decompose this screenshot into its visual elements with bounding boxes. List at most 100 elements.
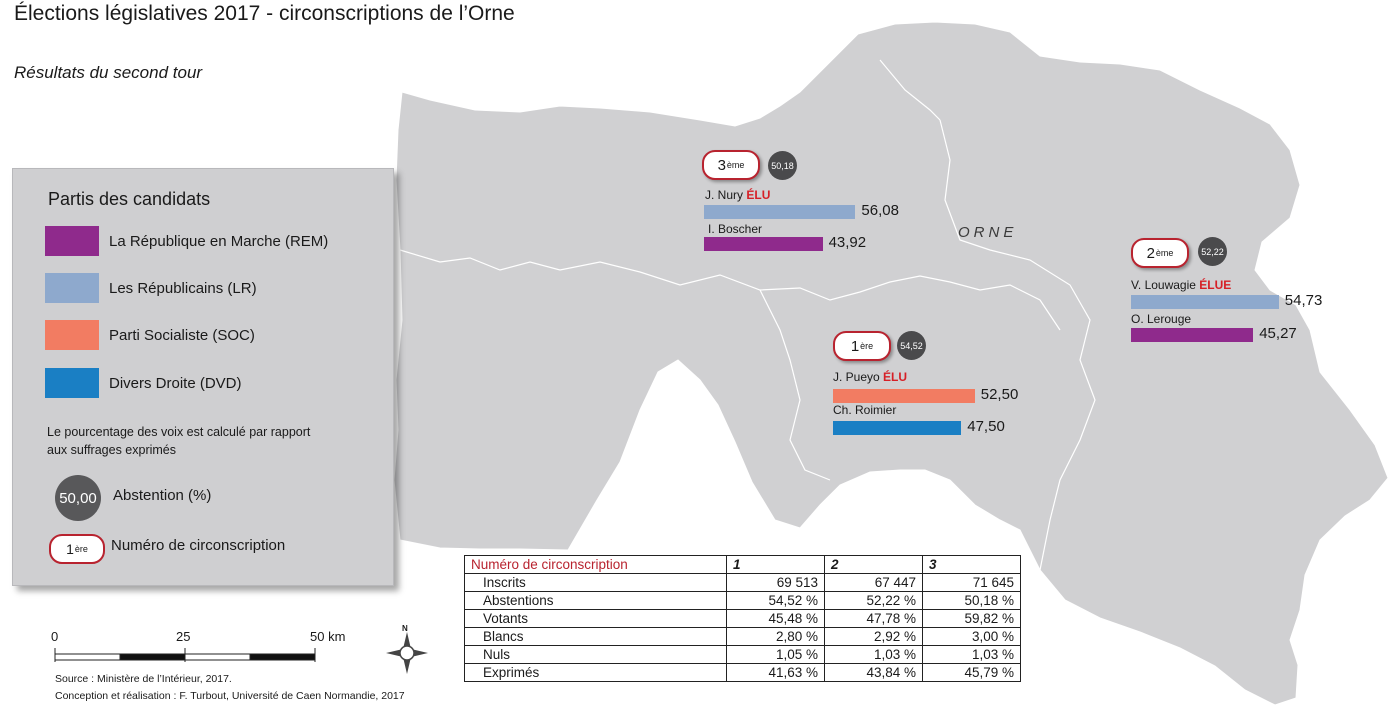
candidate-name: J. Pueyo ÉLU: [833, 370, 907, 384]
legend-label: Divers Droite (DVD): [109, 374, 242, 392]
vote-percentage: 54,73: [1284, 292, 1323, 309]
table-cell: 1,03 %: [824, 645, 923, 664]
table-row-label: Votants: [464, 609, 727, 628]
table-cell: 52,22 %: [824, 591, 923, 610]
badge-number: 2: [1146, 244, 1155, 262]
badge-number: 1: [66, 541, 74, 557]
compass-rose-icon: [386, 632, 428, 674]
table-header-label: Numéro de circonscription: [464, 555, 727, 574]
table-cell: 41,63 %: [726, 663, 825, 682]
scale-tick-label: 25: [176, 629, 191, 644]
map-subtitle: Résultats du second tour: [14, 63, 203, 82]
vote-bar: [833, 389, 975, 403]
vote-bar: [833, 421, 962, 435]
legend-note-line: aux suffrages exprimés: [47, 443, 176, 457]
legend-abstention-circle: 50,00: [55, 475, 101, 521]
scale-tick-label: 50 km: [310, 629, 346, 644]
table-row: Nuls 1,05 % 1,03 % 1,03 %: [464, 645, 1021, 664]
badge-suffix: ème: [1155, 248, 1174, 258]
legend-label: Parti Socialiste (SOC): [109, 326, 255, 344]
circonscription-boundary: [759, 289, 831, 481]
candidate-name: V. Louwagie ÉLUE: [1131, 278, 1231, 292]
table-cell: 54,52 %: [726, 591, 825, 610]
vote-bar: [1131, 328, 1254, 342]
vote-percentage: 47,50: [967, 418, 1005, 435]
table-row: Abstentions 54,52 % 52,22 % 50,18 %: [464, 591, 1021, 610]
table-cell: 67 447: [824, 573, 923, 592]
candidate-name: O. Lerouge: [1131, 312, 1191, 326]
table-row-label: Inscrits: [464, 573, 727, 592]
table-cell: 59,82 %: [922, 609, 1021, 628]
legend-note-line: Le pourcentage des voix est calculé par …: [47, 425, 311, 439]
abstention-circle: 52,22: [1198, 237, 1227, 266]
legend-label: Les Républicains (LR): [109, 279, 257, 297]
elected-marker: ÉLU: [746, 188, 771, 202]
abstention-circle: 54,52: [897, 331, 926, 360]
table-cell: 45,79 %: [922, 663, 1021, 682]
legend-title: Partis des candidats: [48, 189, 211, 209]
candidate-name: I. Boscher: [708, 222, 762, 236]
table-cell: 3,00 %: [922, 627, 1021, 646]
circonscription-boundary: [879, 59, 941, 121]
legend-swatch: [45, 320, 99, 350]
abstention-circle: 50,18: [768, 151, 797, 180]
vote-bar: [704, 237, 823, 251]
scale-tick-label: 0: [51, 629, 59, 644]
table-cell: 45,48 %: [726, 609, 825, 628]
table-header-row: Numéro de circonscription 1 2 3: [464, 555, 1021, 574]
candidate-name-text: Ch. Roimier: [833, 403, 897, 417]
table-cell: 47,78 %: [824, 609, 923, 628]
circonscription-boundary: [939, 119, 1096, 571]
legend-circonscription-badge: 1 ère: [49, 534, 105, 564]
credits-line: Conception et réalisation : F. Turbout, …: [55, 690, 405, 702]
source-credits: Source : Ministère de l’Intérieur, 2017.…: [55, 671, 405, 705]
results-table: Numéro de circonscription 1 2 3 Inscrits…: [464, 555, 1021, 682]
legend-item-lr: Les Républicains (LR): [45, 273, 257, 303]
candidate-name-text: O. Lerouge: [1131, 312, 1192, 326]
candidate-name: Ch. Roimier: [833, 403, 896, 417]
table-cell: 50,18 %: [922, 591, 1021, 610]
legend-circonscription-label: Numéro de circonscription: [111, 537, 286, 554]
legend-item-rem: La République en Marche (REM): [45, 226, 328, 256]
legend-note: Le pourcentage des voix est calculé par …: [47, 421, 377, 461]
table-row: Inscrits 69 513 67 447 71 645: [464, 573, 1021, 592]
candidate-name-text: V. Louwagie: [1131, 278, 1196, 292]
circonscription-badge: 3 ème: [702, 150, 760, 180]
department-label: ORNE: [958, 224, 1018, 241]
circonscription-badge: 1 ère: [833, 331, 891, 361]
legend-item-soc: Parti Socialiste (SOC): [45, 320, 255, 350]
orne-department-shape: [393, 21, 1389, 706]
badge-number: 1: [850, 337, 860, 355]
table-col-header: 2: [824, 555, 923, 574]
vote-bar: [704, 205, 856, 219]
table-cell: 71 645: [922, 573, 1021, 592]
legend-item-dvd: Divers Droite (DVD): [45, 368, 242, 398]
elected-marker: ÉLU: [883, 370, 908, 384]
legend-swatch: [45, 368, 99, 398]
legend-swatch: [45, 226, 99, 256]
table-row: Exprimés 41,63 % 43,84 % 45,79 %: [464, 663, 1021, 682]
vote-percentage: 56,08: [861, 202, 899, 219]
candidate-name-text: I. Boscher: [708, 222, 763, 236]
vote-bar: [1131, 295, 1279, 309]
legend-abstention-label: Abstention (%): [113, 487, 212, 504]
candidate-name-text: J. Pueyo: [833, 370, 880, 384]
badge-suffix: ème: [726, 160, 745, 170]
table-row-label: Blancs: [464, 627, 727, 646]
table-col-header: 1: [726, 555, 825, 574]
circonscription-badge: 2 ème: [1131, 238, 1189, 268]
scale-bar: [54, 648, 316, 662]
candidate-name-text: J. Nury: [705, 188, 744, 202]
candidate-name: J. Nury ÉLU: [705, 188, 770, 202]
north-label: N: [402, 624, 408, 633]
elected-marker: ÉLUE: [1199, 278, 1232, 292]
legend-panel: Partis des candidats La République en Ma…: [12, 168, 394, 586]
badge-number: 3: [717, 156, 726, 174]
legend-label: La République en Marche (REM): [109, 232, 329, 250]
table-row: Votants 45,48 % 47,78 % 59,82 %: [464, 609, 1021, 628]
vote-percentage: 45,27: [1259, 325, 1297, 342]
map-title: Élections législatives 2017 - circonscri…: [14, 2, 515, 25]
badge-suffix: ère: [860, 341, 874, 351]
vote-percentage: 52,50: [980, 386, 1019, 403]
